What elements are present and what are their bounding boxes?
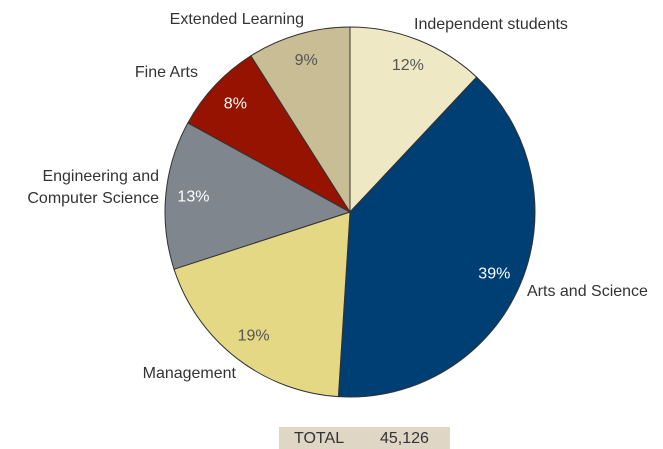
pie-slice xyxy=(250,26,351,214)
category-label: Arts and Science xyxy=(527,283,648,300)
pie-slice xyxy=(187,55,351,213)
value-label: 13% xyxy=(177,188,209,205)
value-label: 39% xyxy=(478,266,510,283)
category-label: Management xyxy=(143,365,237,382)
value-label: 12% xyxy=(392,57,424,74)
value-label: 19% xyxy=(238,327,270,344)
value-label: 9% xyxy=(295,52,318,69)
category-label: Engineering and Computer Science xyxy=(27,168,159,207)
pie-slice xyxy=(164,122,352,270)
value-label: 8% xyxy=(224,96,247,113)
total-value: 45,126 xyxy=(380,430,429,447)
category-label: Extended Learning xyxy=(170,11,304,28)
pie-slice xyxy=(173,211,351,398)
category-label: Independent students xyxy=(414,16,568,33)
total-label: TOTAL xyxy=(294,430,344,447)
pie-slice xyxy=(349,26,478,214)
pie-slice xyxy=(337,76,536,398)
category-label: Fine Arts xyxy=(135,64,198,81)
total-box xyxy=(279,427,450,449)
